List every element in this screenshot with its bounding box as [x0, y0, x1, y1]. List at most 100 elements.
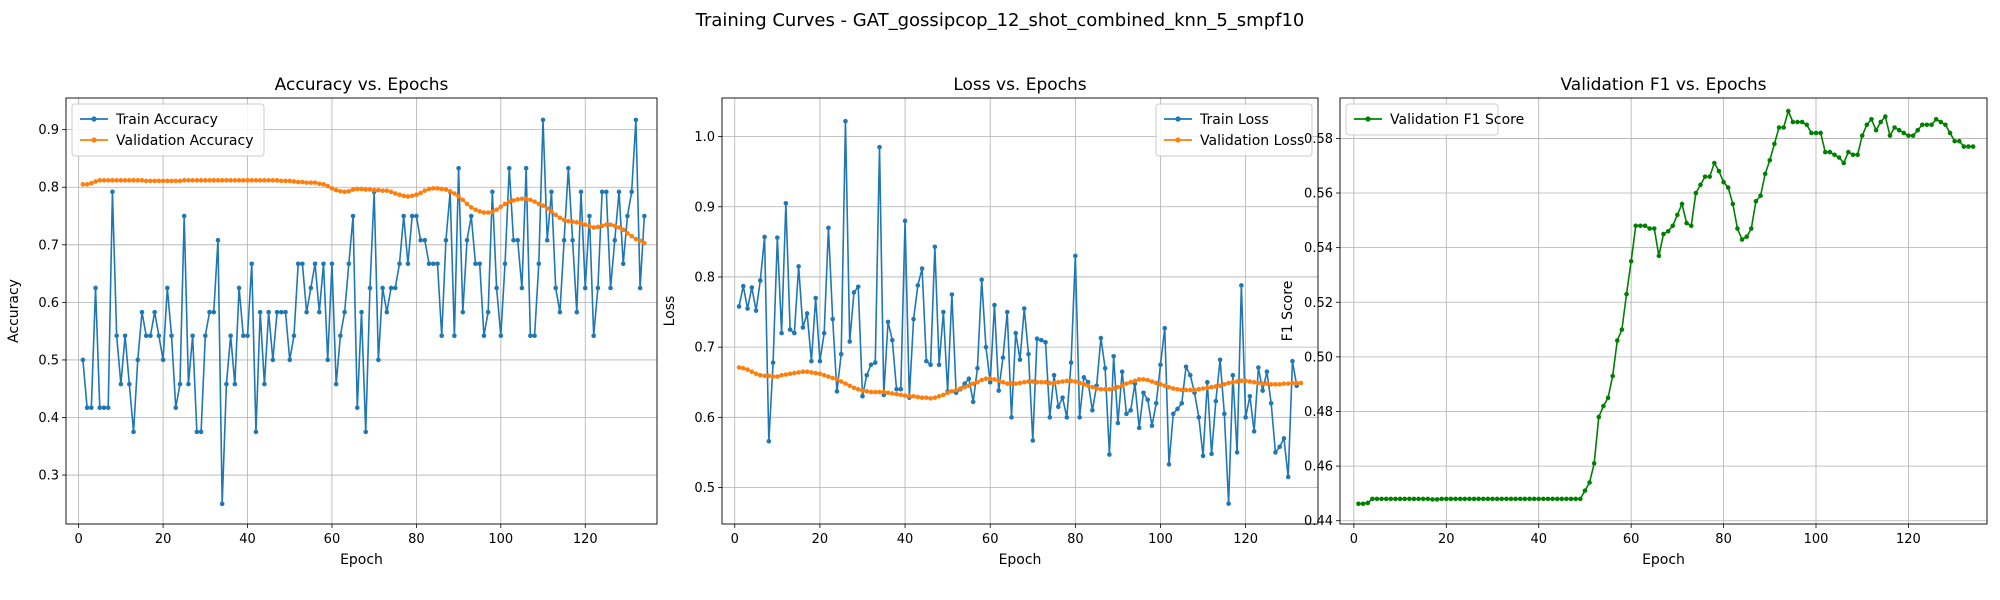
data-point [561, 237, 567, 243]
data-point [194, 429, 200, 435]
data-point [127, 381, 132, 387]
data-point [1508, 496, 1514, 502]
data-point [740, 365, 746, 371]
data-point [211, 309, 217, 315]
data-point [452, 333, 457, 339]
data-point [439, 333, 445, 339]
data-point [1158, 362, 1163, 367]
data-point [359, 309, 364, 315]
x-tick-label: 60 [324, 532, 341, 547]
data-point [354, 186, 360, 192]
data-point [1490, 496, 1495, 502]
data-point [1268, 400, 1274, 406]
data-point [770, 374, 776, 379]
data-point [494, 207, 499, 212]
data-point [570, 219, 575, 225]
data-point [1077, 380, 1082, 386]
data-point [919, 395, 925, 400]
data-point [1285, 381, 1291, 386]
data-point [1209, 451, 1214, 457]
data-point [996, 388, 1002, 393]
data-point [620, 227, 626, 233]
data-point [1785, 108, 1791, 114]
data-point [397, 261, 402, 267]
data-point [1517, 496, 1523, 502]
data-point [796, 370, 801, 375]
data-point [1128, 408, 1133, 413]
data-point [1098, 335, 1104, 341]
data-point [868, 389, 874, 395]
data-point [595, 285, 601, 291]
data-point [1393, 496, 1398, 502]
data-point [169, 178, 174, 184]
data-point [1772, 141, 1777, 147]
x-tick-label: 0 [1350, 532, 1358, 547]
data-point [1776, 125, 1782, 130]
data-point [1192, 387, 1197, 393]
data-point [1762, 171, 1768, 177]
data-point [544, 237, 550, 243]
data-point [591, 333, 596, 339]
x-tick-label: 120 [573, 532, 598, 547]
data-point [506, 165, 512, 171]
x-tick-label: 40 [1530, 532, 1547, 547]
data-point [1047, 415, 1053, 420]
data-point [1196, 415, 1202, 420]
data-point [165, 178, 170, 184]
data-point [523, 165, 529, 171]
data-point [983, 376, 989, 382]
data-point [889, 337, 895, 343]
data-point [544, 206, 550, 211]
data-point [342, 309, 347, 315]
data-point [376, 357, 381, 363]
data-point [1051, 380, 1057, 386]
data-point [924, 358, 929, 364]
data-point [300, 261, 305, 267]
data-point [1887, 133, 1893, 138]
data-point [295, 261, 301, 267]
data-point [1119, 383, 1125, 389]
data-point [578, 221, 584, 226]
data-point [1090, 384, 1095, 390]
data-point [1256, 365, 1261, 370]
data-point [1892, 125, 1897, 130]
data-point [936, 362, 942, 367]
data-point [540, 117, 546, 123]
data-point [1915, 127, 1920, 133]
plot-frame [721, 97, 1319, 525]
data-point [1712, 160, 1717, 166]
data-point [80, 357, 86, 363]
y-axis-label: F1 Score [1280, 281, 1296, 342]
data-point [181, 213, 187, 219]
data-point [139, 178, 145, 183]
y-tick-label: 1.0 [694, 130, 715, 145]
x-tick-label: 0 [75, 532, 83, 547]
data-point [93, 285, 98, 291]
data-point [245, 178, 250, 183]
data-point [131, 429, 136, 435]
data-point [232, 381, 238, 387]
data-point [1026, 379, 1031, 384]
data-point [898, 386, 904, 392]
data-point [1832, 152, 1837, 158]
data-point [215, 237, 221, 243]
data-point [1187, 372, 1193, 378]
data-point [232, 178, 238, 183]
data-point [1205, 385, 1210, 391]
data-point [498, 204, 504, 210]
data-point [1480, 496, 1486, 502]
data-point [1285, 474, 1291, 480]
data-point [804, 311, 810, 316]
data-point [1273, 450, 1278, 455]
data-point [333, 381, 339, 387]
data-point [1102, 386, 1108, 392]
data-point [843, 381, 848, 386]
data-point [198, 178, 204, 183]
series-train-loss [736, 118, 1300, 506]
data-point [1818, 130, 1823, 136]
data-point [1859, 133, 1865, 138]
legend-swatch-marker [1175, 137, 1181, 143]
data-point [97, 178, 103, 183]
data-point [1004, 381, 1010, 386]
data-point [1047, 380, 1053, 386]
